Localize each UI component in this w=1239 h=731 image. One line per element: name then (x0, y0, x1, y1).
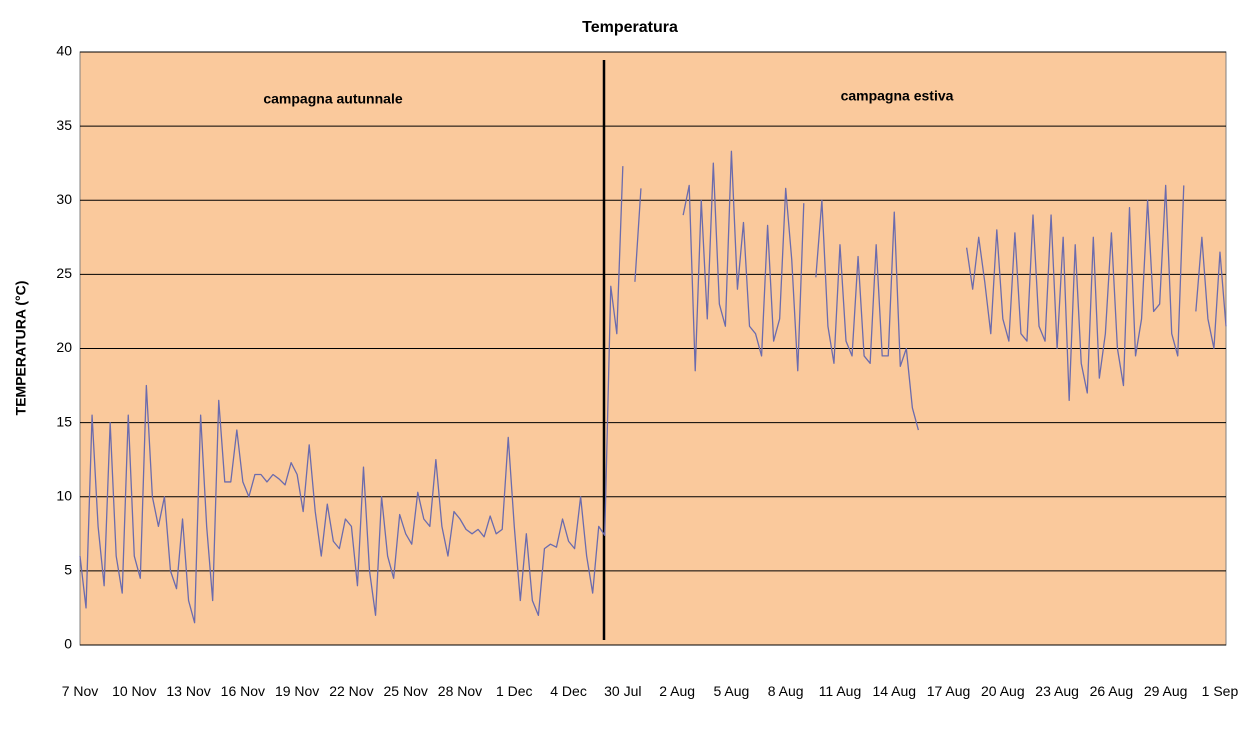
y-axis-label: TEMPERATURA (°C) (13, 281, 29, 416)
x-tick-label: 30 Jul (604, 683, 642, 699)
x-tick-label: 16 Nov (220, 683, 266, 699)
annotation: campagna estiva (841, 88, 954, 104)
x-tick-label: 20 Aug (981, 683, 1025, 699)
data-line (79, 150, 1227, 624)
y-tick-label: 40 (56, 43, 72, 59)
y-tick-label: 15 (56, 413, 72, 429)
y-tick-label: 0 (64, 636, 72, 652)
y-tick-label: 5 (64, 562, 72, 578)
x-tick-label: 1 Sep (1201, 683, 1239, 699)
y-tick-label: 30 (56, 191, 72, 207)
x-tick-label: 1 Dec (495, 683, 533, 699)
chart-title: Temperatura (582, 19, 678, 36)
x-tick-label: 14 Aug (872, 683, 917, 699)
y-tick-label: 20 (56, 339, 72, 355)
x-tick-label: 29 Aug (1143, 683, 1188, 699)
x-tick-label: 19 Nov (274, 683, 320, 699)
x-tick-label: 5 Aug (713, 683, 750, 699)
y-tick-label: 35 (56, 117, 72, 133)
x-tick-label: 23 Aug (1035, 683, 1079, 699)
x-tick-label: 13 Nov (166, 683, 211, 699)
x-tick-label: 28 Nov (437, 683, 483, 699)
x-tick-label: 11 Aug (818, 683, 862, 699)
x-tick-label: 22 Nov (329, 683, 374, 699)
y-tick-label: 25 (56, 265, 72, 281)
x-tick-label: 2 Aug (659, 683, 696, 699)
annotation: campagna autunnale (263, 91, 402, 107)
x-tick-label: 7 Nov (61, 683, 99, 699)
x-tick-label: 17 Aug (926, 683, 971, 699)
x-tick-label: 26 Aug (1089, 683, 1134, 699)
x-tick-label: 8 Aug (767, 683, 804, 699)
y-tick-label: 10 (56, 487, 72, 503)
x-tick-label: 10 Nov (112, 683, 157, 699)
x-tick-label: 25 Nov (383, 683, 428, 699)
x-tick-label: 4 Dec (550, 683, 587, 699)
